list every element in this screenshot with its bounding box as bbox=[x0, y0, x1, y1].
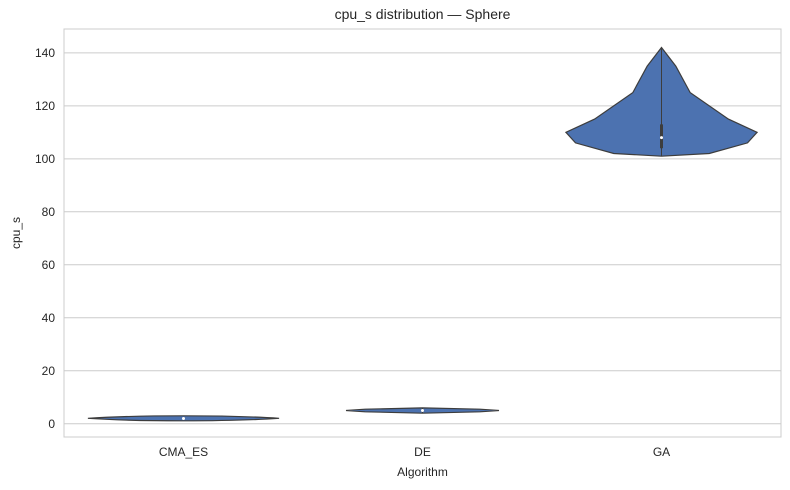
gridlines bbox=[64, 52, 781, 425]
plot-frame bbox=[63, 28, 782, 438]
x-axis-label: Algorithm bbox=[397, 465, 448, 479]
y-tick-label: 40 bbox=[42, 311, 56, 325]
y-tick-label: 140 bbox=[35, 46, 55, 60]
violins bbox=[87, 46, 759, 422]
x-tick-label: GA bbox=[653, 445, 670, 459]
x-tick-label: DE bbox=[414, 445, 431, 459]
y-tick-label: 100 bbox=[35, 152, 55, 166]
y-axis-label: cpu_s bbox=[9, 217, 23, 249]
x-axis-ticks: CMA_ES DE GA bbox=[159, 445, 670, 459]
violin-median bbox=[421, 409, 424, 413]
y-tick-label: 80 bbox=[42, 205, 56, 219]
y-tick-label: 20 bbox=[42, 364, 56, 378]
y-tick-label: 60 bbox=[42, 258, 56, 272]
y-tick-label: 0 bbox=[48, 417, 55, 431]
violin-median bbox=[182, 416, 185, 420]
y-axis-ticks: 0 20 40 60 80 100 120 140 bbox=[35, 46, 55, 431]
violin-median bbox=[660, 136, 663, 140]
chart-title: cpu_s distribution — Sphere bbox=[335, 6, 511, 22]
x-tick-label: CMA_ES bbox=[159, 445, 208, 459]
y-tick-label: 120 bbox=[35, 99, 55, 113]
